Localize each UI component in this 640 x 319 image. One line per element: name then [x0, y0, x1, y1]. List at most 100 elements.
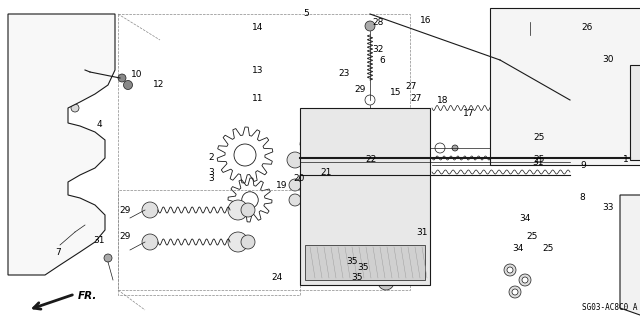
Text: 34: 34 [513, 244, 524, 253]
Circle shape [519, 274, 531, 286]
Circle shape [637, 238, 640, 242]
Circle shape [365, 21, 375, 31]
Circle shape [411, 128, 419, 136]
Text: 26: 26 [582, 23, 593, 32]
Text: 3: 3 [209, 168, 214, 177]
Circle shape [54, 49, 66, 61]
Circle shape [623, 153, 633, 163]
Circle shape [104, 254, 112, 262]
Circle shape [30, 210, 40, 220]
Polygon shape [300, 108, 430, 285]
Circle shape [637, 207, 640, 212]
Text: 34: 34 [519, 214, 531, 223]
Circle shape [83, 219, 93, 229]
Text: 13: 13 [252, 66, 263, 75]
Text: 10: 10 [131, 70, 142, 79]
Circle shape [49, 134, 61, 146]
Circle shape [337, 202, 373, 238]
Text: 17: 17 [463, 109, 475, 118]
Circle shape [24, 142, 36, 154]
Text: 5: 5 [303, 9, 308, 18]
Text: 29: 29 [355, 85, 366, 94]
Text: 32: 32 [372, 45, 383, 54]
Circle shape [228, 200, 248, 220]
Text: 1: 1 [623, 155, 628, 164]
Text: SG03-AC8C0 A: SG03-AC8C0 A [582, 303, 637, 313]
Circle shape [345, 210, 365, 230]
Circle shape [637, 268, 640, 272]
Circle shape [504, 104, 512, 112]
Text: FR.: FR. [78, 291, 97, 301]
Circle shape [55, 243, 65, 253]
Text: 28: 28 [372, 18, 383, 27]
Text: 11: 11 [252, 94, 263, 103]
Circle shape [635, 205, 640, 215]
Text: 2: 2 [209, 153, 214, 162]
Circle shape [26, 206, 44, 224]
Circle shape [21, 86, 49, 114]
Circle shape [35, 190, 45, 200]
Circle shape [25, 160, 35, 170]
Text: 27: 27 [405, 82, 417, 91]
Text: 25: 25 [542, 244, 554, 253]
Circle shape [509, 286, 521, 298]
Text: 7: 7 [55, 248, 60, 256]
Text: 27: 27 [410, 94, 422, 103]
Circle shape [327, 192, 383, 248]
Circle shape [287, 152, 303, 168]
Circle shape [635, 235, 640, 245]
Text: 23: 23 [338, 69, 349, 78]
Circle shape [435, 143, 445, 153]
Text: 4: 4 [97, 120, 102, 129]
Circle shape [365, 95, 375, 105]
Circle shape [71, 104, 79, 112]
Circle shape [67, 85, 77, 95]
Polygon shape [8, 14, 115, 275]
Circle shape [36, 241, 44, 249]
Circle shape [588, 43, 612, 67]
Circle shape [411, 146, 419, 154]
Circle shape [88, 48, 95, 56]
Circle shape [142, 234, 158, 250]
Circle shape [289, 179, 301, 191]
Text: 20: 20 [293, 174, 305, 183]
Text: 24: 24 [271, 273, 283, 282]
Circle shape [228, 232, 248, 252]
Text: 12: 12 [153, 80, 164, 89]
Circle shape [61, 216, 69, 224]
Circle shape [14, 206, 22, 214]
Circle shape [241, 203, 255, 217]
Circle shape [14, 251, 22, 259]
Text: 16: 16 [420, 16, 431, 25]
Text: 6: 6 [380, 56, 385, 65]
Text: 15: 15 [390, 88, 401, 97]
Circle shape [241, 235, 255, 249]
Circle shape [522, 277, 528, 283]
Circle shape [142, 202, 158, 218]
Text: 19: 19 [276, 181, 287, 189]
Text: 8: 8 [580, 193, 585, 202]
Text: 25: 25 [534, 133, 545, 142]
Text: 31: 31 [93, 236, 105, 245]
Text: 25: 25 [527, 232, 538, 241]
Circle shape [635, 265, 640, 275]
Circle shape [124, 80, 132, 90]
Text: 35: 35 [351, 273, 363, 282]
Text: 31: 31 [417, 228, 428, 237]
Circle shape [378, 274, 394, 290]
Circle shape [25, 38, 45, 58]
Circle shape [27, 92, 43, 108]
Circle shape [512, 289, 518, 295]
Polygon shape [620, 195, 640, 315]
Text: 29: 29 [119, 206, 131, 215]
Circle shape [504, 264, 516, 276]
Bar [305, 245, 425, 280]
Text: 35: 35 [346, 257, 358, 266]
Circle shape [14, 231, 22, 239]
Circle shape [14, 181, 22, 189]
Circle shape [411, 161, 419, 169]
Circle shape [50, 158, 60, 168]
Polygon shape [490, 8, 640, 165]
Text: 22: 22 [365, 155, 377, 164]
Text: 35: 35 [358, 263, 369, 272]
